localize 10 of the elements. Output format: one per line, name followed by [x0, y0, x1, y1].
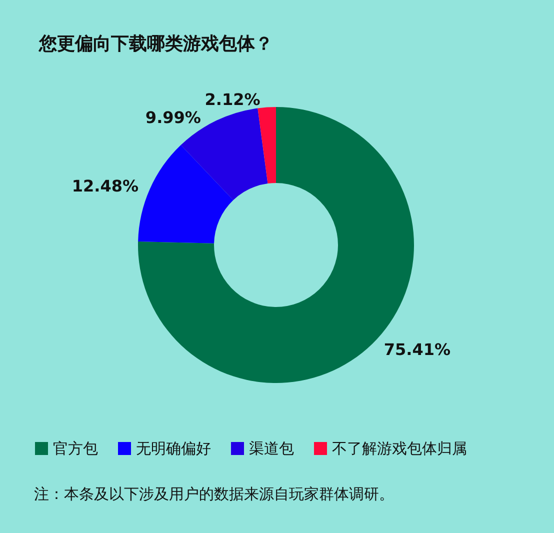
data-label: 2.12% — [204, 90, 260, 109]
chart-title: 您更偏向下载哪类游戏包体？ — [38, 34, 273, 54]
data-label: 9.99% — [145, 108, 201, 127]
data-label: 12.48% — [72, 176, 139, 196]
text: 注：本条及以下涉及用户的数据来源自玩家群体调研。 — [34, 485, 394, 503]
data-label: 75.41% — [384, 340, 451, 360]
legend-label: 官方包 — [53, 440, 98, 458]
legend-label: 无明确偏好 — [136, 440, 211, 458]
legend-label: 不了解游戏包体归属 — [332, 440, 467, 458]
legend-label: 渠道包 — [249, 440, 294, 458]
